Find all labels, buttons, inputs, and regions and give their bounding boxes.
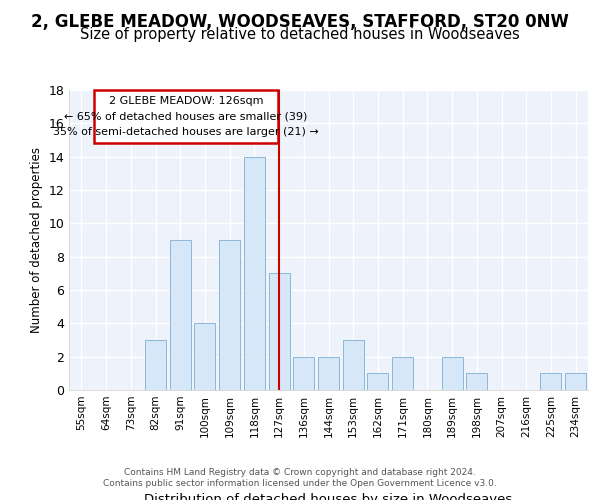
Bar bbox=[466, 374, 487, 390]
Y-axis label: Number of detached properties: Number of detached properties bbox=[30, 147, 43, 333]
Bar bbox=[343, 340, 364, 390]
FancyBboxPatch shape bbox=[94, 90, 278, 144]
Bar bbox=[194, 324, 215, 390]
Bar bbox=[367, 374, 388, 390]
Text: 2, GLEBE MEADOW, WOODSEAVES, STAFFORD, ST20 0NW: 2, GLEBE MEADOW, WOODSEAVES, STAFFORD, S… bbox=[31, 12, 569, 30]
Bar bbox=[170, 240, 191, 390]
Bar bbox=[244, 156, 265, 390]
X-axis label: Distribution of detached houses by size in Woodseaves: Distribution of detached houses by size … bbox=[145, 492, 512, 500]
Bar bbox=[293, 356, 314, 390]
Bar bbox=[541, 374, 562, 390]
Bar bbox=[219, 240, 240, 390]
Bar bbox=[145, 340, 166, 390]
Bar bbox=[565, 374, 586, 390]
Bar bbox=[318, 356, 339, 390]
Bar bbox=[392, 356, 413, 390]
Text: Contains HM Land Registry data © Crown copyright and database right 2024.
Contai: Contains HM Land Registry data © Crown c… bbox=[103, 468, 497, 487]
Text: Size of property relative to detached houses in Woodseaves: Size of property relative to detached ho… bbox=[80, 28, 520, 42]
Bar bbox=[269, 274, 290, 390]
Text: 2 GLEBE MEADOW: 126sqm
← 65% of detached houses are smaller (39)
35% of semi-det: 2 GLEBE MEADOW: 126sqm ← 65% of detached… bbox=[53, 96, 319, 138]
Bar bbox=[442, 356, 463, 390]
